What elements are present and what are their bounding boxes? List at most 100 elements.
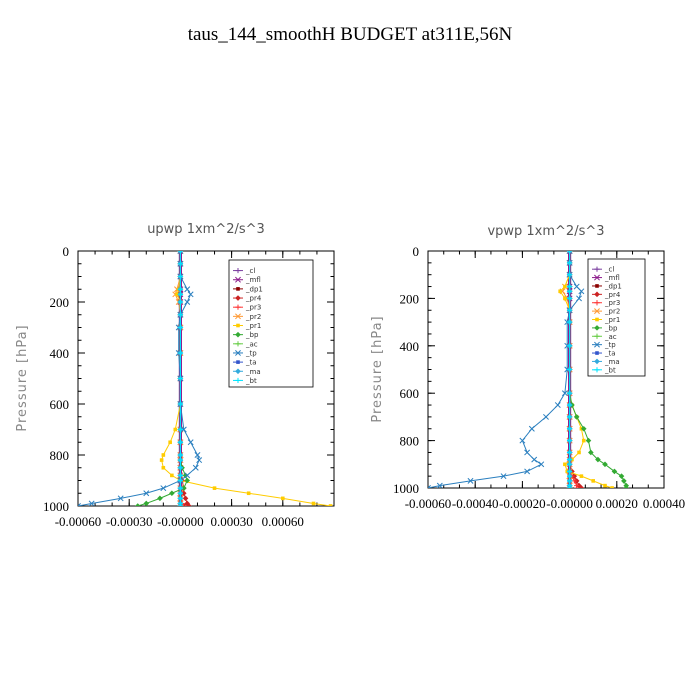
- series-pr1-point: [563, 284, 567, 289]
- series-pr1-point: [577, 450, 581, 455]
- series-pr1-point: [161, 453, 166, 457]
- series-bp-point: [182, 472, 189, 479]
- legend-label-pr3: _pr3: [604, 299, 620, 307]
- y-tick-label: 400: [50, 346, 70, 361]
- series-group: [428, 251, 630, 488]
- legend-box: [228, 259, 314, 388]
- legend-marker-bp: [594, 325, 600, 331]
- series-pr1-point: [328, 504, 333, 506]
- legend-label-bp: _bp: [245, 331, 259, 339]
- series-bp-point: [623, 485, 630, 488]
- series-tp-point-d: [500, 473, 507, 480]
- series-tp-point-d: [194, 452, 201, 458]
- series-bp-point: [611, 468, 618, 475]
- x-tick-label: -0.00060: [55, 514, 102, 529]
- x-tick-label: -0.00060: [405, 496, 452, 511]
- series-tp-point-d: [576, 295, 582, 302]
- series-pr1-point: [563, 462, 567, 467]
- legend-label-pr4: _pr4: [604, 291, 621, 299]
- legend-marker-ma: [594, 358, 600, 365]
- series-tp-point-d: [184, 472, 191, 479]
- legend-marker-tp-d: [594, 341, 600, 348]
- legend-label-ac: _ac: [245, 340, 258, 348]
- series-tp-line: [428, 251, 582, 488]
- y-tick-label: 400: [400, 339, 420, 354]
- series-pr4-point: [181, 490, 187, 497]
- series-tp-point-d: [531, 456, 538, 463]
- series-pr1-point: [581, 438, 586, 443]
- x-tick-label: -0.00020: [499, 496, 546, 511]
- y-tick-label: 0: [413, 244, 420, 259]
- x-tick-label: -0.00000: [157, 514, 204, 529]
- x-tick-label: -0.00000: [546, 496, 593, 511]
- series-bp-point: [585, 437, 592, 444]
- series-bp-point: [143, 500, 150, 506]
- legend-label-mfl: _mfl: [604, 274, 620, 282]
- series-bp-point: [602, 461, 608, 468]
- y-tick-label: 800: [50, 448, 70, 463]
- series-pr4-point: [578, 485, 585, 488]
- legend-label-cl: _cl: [604, 266, 614, 274]
- series-pr1-point: [170, 473, 174, 478]
- y-tick-label: 800: [400, 434, 420, 449]
- series-pr1-point: [281, 496, 285, 501]
- panel-title: vpwp 1xm^2/s^3: [487, 224, 604, 239]
- series-tp-point-d: [196, 457, 203, 464]
- series-pr1-point: [175, 292, 179, 297]
- series-pr1-point: [579, 474, 584, 478]
- series-pr1-point: [311, 501, 316, 506]
- legend-marker-ma: [235, 368, 241, 375]
- legend-label-ta: _ta: [604, 350, 616, 358]
- series-tp-point-d: [117, 495, 124, 502]
- series-bp-point: [621, 478, 627, 484]
- series-pr1-point: [173, 427, 178, 432]
- y-tick-label: 0: [63, 244, 70, 259]
- series-tp-point-d: [160, 485, 167, 492]
- legend-marker-mfl-d: [594, 274, 600, 281]
- series-pr1-point: [591, 479, 595, 483]
- series-bp-point: [573, 414, 580, 420]
- x-tick-label: -0.00030: [106, 514, 153, 529]
- legend-label-tp: _tp: [604, 341, 616, 349]
- series-tp-point-d: [538, 461, 545, 468]
- series-pr1-point: [161, 465, 166, 470]
- series-pr1-point: [563, 296, 567, 301]
- series-group: [78, 251, 333, 506]
- series-bp-point: [184, 477, 191, 484]
- panel-vpwp: vpwp 1xm^2/s^3 Pressure [hPa] 0 200 400 600 80…: [370, 224, 685, 511]
- series-bp-point: [588, 449, 594, 456]
- series-pr1-point: [610, 486, 614, 488]
- series-tp-point-d: [187, 439, 194, 446]
- legend-marker-bp: [235, 331, 241, 338]
- series-bp-point: [618, 473, 625, 479]
- series-pr1-point: [246, 491, 251, 496]
- y-axis-label: Pressure [hPa]: [370, 315, 385, 422]
- figure-title: taus_144_smoothH BUDGET at311E,56N: [188, 24, 513, 45]
- legend-marker-pr4: [594, 291, 600, 298]
- x-tick-label: 0.00030: [210, 514, 252, 529]
- legend-marker-dp1: [236, 287, 240, 291]
- y-axis-label: Pressure [hPa]: [15, 324, 30, 431]
- series-pr1-point: [603, 483, 607, 488]
- series-bp-point: [181, 485, 187, 491]
- panel-title: upwp 1xm^2/s^3: [147, 222, 265, 237]
- legend-label-ac: _ac: [604, 333, 617, 341]
- series-tp-point-d: [467, 477, 474, 484]
- series-tp-point-d: [573, 283, 580, 290]
- legend-label-dp1: _dp1: [604, 282, 622, 290]
- y-tick-label: 600: [400, 386, 420, 401]
- series-bp-point: [134, 503, 141, 506]
- legend-label-tp: _tp: [245, 349, 257, 357]
- legend-marker-ta: [595, 351, 599, 355]
- y-tick-label: 600: [50, 397, 70, 412]
- legend-marker-pr2-d: [235, 313, 241, 320]
- series-tp-point-d: [543, 413, 549, 420]
- legend-label-bt: _bt: [245, 377, 257, 385]
- legend-label-pr1: _pr1: [604, 316, 620, 324]
- legend-label-pr4: _pr4: [245, 295, 262, 303]
- series-bp-point: [157, 495, 163, 502]
- series-bp-point: [595, 456, 601, 463]
- series-tp-point-d: [184, 299, 191, 305]
- series-tp-point-d: [528, 425, 535, 432]
